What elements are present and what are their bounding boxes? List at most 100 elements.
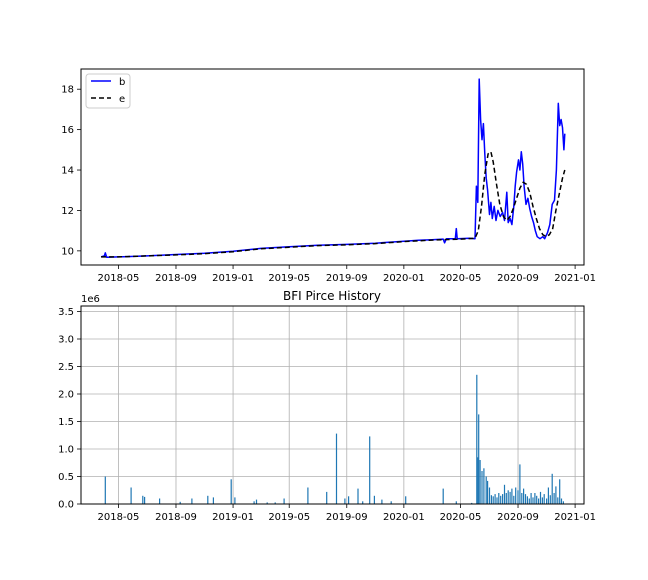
volume-bar xyxy=(555,486,557,504)
bar-chart-grid xyxy=(81,306,584,505)
volume-bar xyxy=(344,498,346,504)
volume-bar xyxy=(207,495,209,505)
y-tick-label: 0.5 xyxy=(58,472,74,483)
x-tick-label: 2018-09 xyxy=(155,512,197,523)
y-tick-label: 0.0 xyxy=(58,500,74,511)
x-tick-label: 2018-05 xyxy=(98,273,140,284)
x-tick-label: 2019-01 xyxy=(212,273,254,284)
x-tick-label: 2019-05 xyxy=(268,512,310,523)
line-chart-panel: 2018-05 2018-09 2019-01 2019-05 2019-09 2020-… xyxy=(61,68,596,284)
volume-bar xyxy=(503,484,506,505)
volume-bar xyxy=(557,497,559,504)
volume-bar xyxy=(500,495,502,505)
volume-bar xyxy=(562,501,564,505)
bar-chart-bars xyxy=(104,374,564,505)
legend-label-b: b xyxy=(119,77,125,88)
line-chart-frame xyxy=(80,68,585,266)
y-tick-label: 16 xyxy=(61,125,74,136)
volume-bar xyxy=(523,488,525,504)
x-tick-label: 2018-09 xyxy=(155,273,197,284)
volume-bar xyxy=(553,493,555,504)
y-tick-label: 1.5 xyxy=(58,417,74,428)
volume-bar xyxy=(536,495,538,505)
y-tick-label: 3.5 xyxy=(58,307,74,318)
volume-bar xyxy=(253,501,255,505)
volume-bar xyxy=(326,491,328,504)
volume-bar xyxy=(511,488,513,504)
volume-bar xyxy=(496,497,498,504)
volume-bar xyxy=(179,501,181,504)
volume-bar xyxy=(490,495,492,504)
bar-chart-panel: BFI Pirce History 1e6 2018-05 2018-09 2019… xyxy=(58,289,596,523)
legend-label-e: e xyxy=(119,94,125,105)
volume-bar xyxy=(442,488,444,504)
volume-bar xyxy=(307,487,309,504)
volume-bar xyxy=(390,501,392,505)
y-tick-label: 10 xyxy=(61,246,74,257)
x-tick-label: 2020-09 xyxy=(497,273,539,284)
y-axis-offset-label: 1e6 xyxy=(81,294,100,305)
line-chart-x-axis: 2018-05 2018-09 2019-01 2019-05 2019-09 2020-… xyxy=(98,265,596,284)
volume-bar xyxy=(481,471,483,504)
volume-bar xyxy=(455,501,457,505)
volume-bar xyxy=(212,497,214,504)
volume-bar xyxy=(234,497,236,504)
volume-bar xyxy=(348,496,350,504)
volume-bar xyxy=(471,502,473,504)
volume-bar xyxy=(541,497,543,504)
x-tick-label: 2020-01 xyxy=(383,512,425,523)
y-tick-label: 18 xyxy=(61,85,74,96)
bar-chart-x-axis: 2018-05 2018-09 2019-01 2019-05 2019-09 2020-… xyxy=(98,504,596,523)
bar-chart-frame xyxy=(80,305,585,505)
y-tick-label: 14 xyxy=(61,166,74,177)
volume-bar xyxy=(547,487,549,504)
volume-bar xyxy=(505,493,507,504)
volume-bar xyxy=(543,494,545,504)
volume-bar xyxy=(357,488,359,504)
volume-bar xyxy=(509,491,511,504)
x-tick-label: 2021-01 xyxy=(554,273,596,284)
volume-bar xyxy=(560,498,563,504)
volume-bar xyxy=(546,498,548,504)
volume-bar xyxy=(494,494,496,504)
x-tick-label: 2018-05 xyxy=(98,512,140,523)
volume-bar xyxy=(479,460,481,504)
volume-bar xyxy=(476,374,478,505)
volume-bar xyxy=(335,433,338,504)
volume-bar xyxy=(507,490,509,505)
volume-bar xyxy=(521,493,523,504)
line-chart-y-axis: 10 12 14 16 18 xyxy=(61,85,81,257)
y-tick-label: 2.5 xyxy=(58,362,74,373)
volume-bar xyxy=(524,494,527,504)
x-tick-label: 2019-09 xyxy=(326,512,368,523)
y-tick-label: 12 xyxy=(61,206,74,217)
volume-bar xyxy=(159,498,161,504)
volume-bar xyxy=(538,498,540,504)
x-tick-label: 2020-05 xyxy=(440,512,482,523)
volume-bar xyxy=(274,502,276,504)
volume-bar xyxy=(530,493,532,504)
x-tick-label: 2019-01 xyxy=(212,512,254,523)
bar-chart-y-axis: 0.0 0.5 1.0 1.5 2.0 2.5 3.0 3.5 xyxy=(58,307,81,511)
x-tick-label: 2020-01 xyxy=(383,273,425,284)
volume-bar xyxy=(104,476,106,504)
volume-bar xyxy=(498,493,500,504)
volume-bar xyxy=(526,496,528,504)
volume-bar xyxy=(478,414,480,504)
volume-bar xyxy=(255,499,258,504)
series-line-e xyxy=(101,151,566,258)
volume-bar xyxy=(142,495,144,505)
volume-bar xyxy=(130,487,132,504)
y-tick-label: 3.0 xyxy=(58,335,74,346)
volume-bar xyxy=(539,491,542,504)
volume-bar xyxy=(519,464,521,504)
volume-bar xyxy=(534,493,536,504)
volume-bar xyxy=(144,496,146,504)
x-tick-label: 2019-09 xyxy=(326,273,368,284)
volume-bar xyxy=(517,490,519,505)
volume-bar xyxy=(502,494,504,504)
volume-bar xyxy=(381,499,383,504)
line-chart-legend: b e xyxy=(85,73,131,109)
y-tick-label: 1.0 xyxy=(58,445,74,456)
